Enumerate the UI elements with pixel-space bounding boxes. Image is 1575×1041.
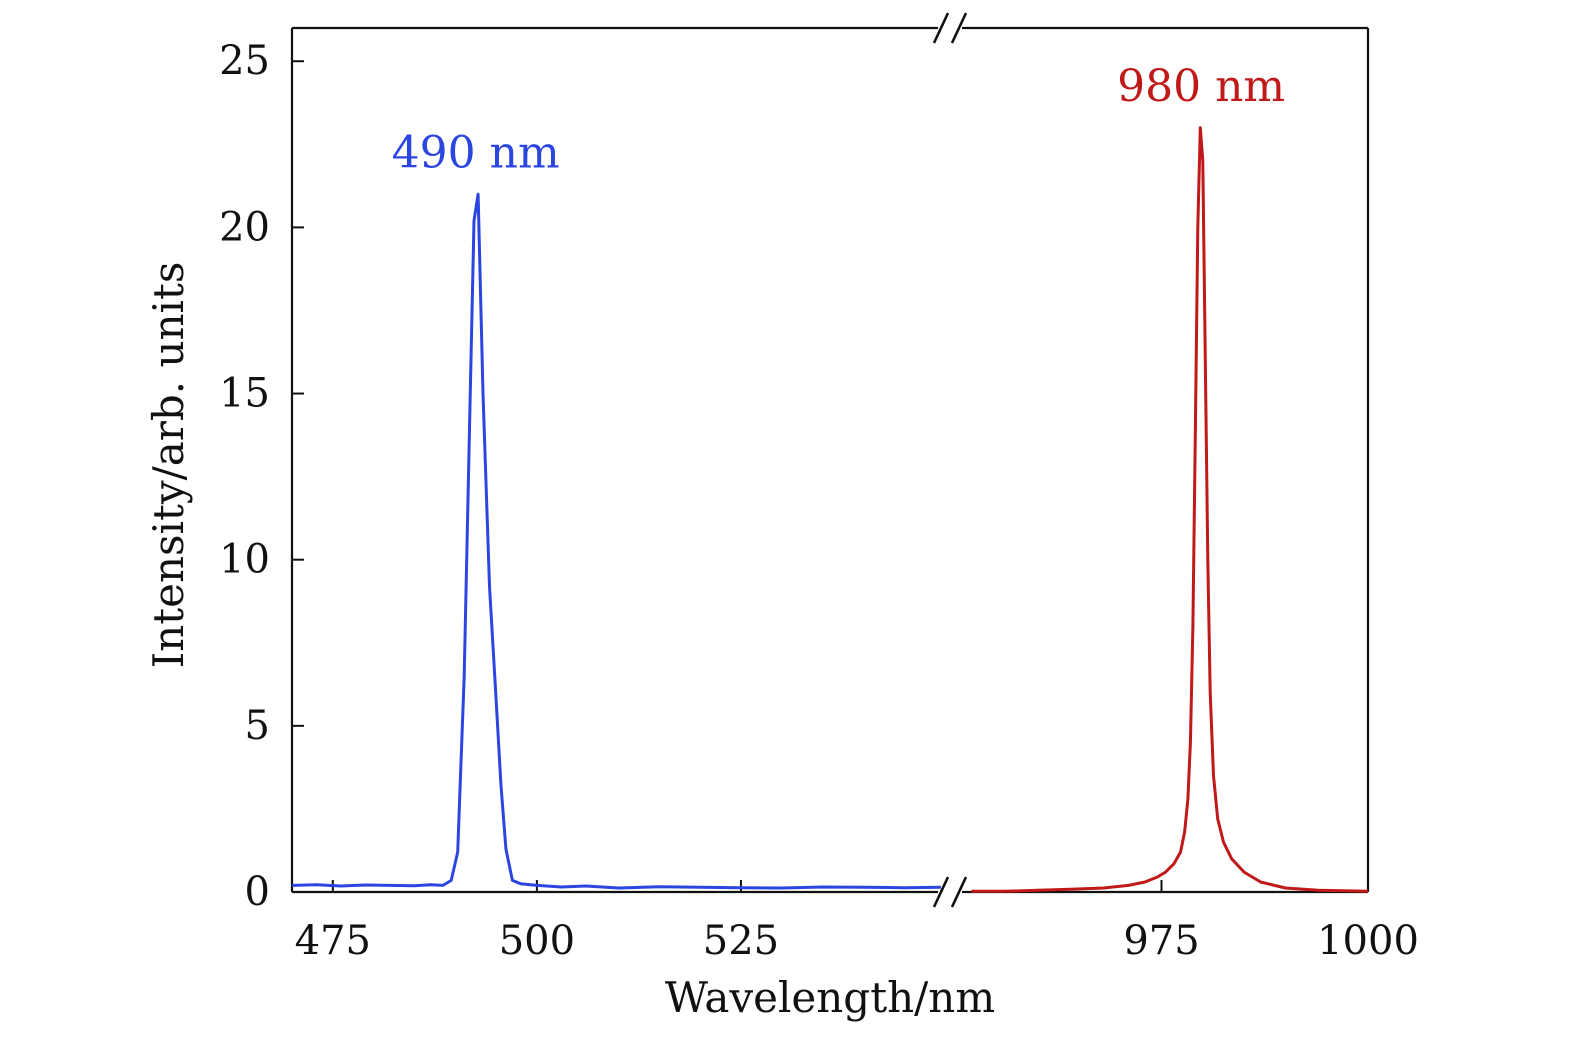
y-tick-label: 20 [219, 204, 270, 250]
axis-break-bottom-1 [932, 876, 950, 908]
y-tick-label: 10 [219, 537, 270, 583]
y-tick-label: 15 [219, 371, 270, 417]
y-axis-label: Intensity/arb. units [144, 262, 193, 669]
plot-area: 0 5 10 15 20 25 475 500 525 975 1000 490 nm 980 nm [219, 12, 1419, 964]
axis-break-top-1 [932, 12, 950, 44]
peak-label-2: 980 nm [1117, 61, 1285, 112]
x-tick-label: 525 [703, 918, 779, 964]
x-tick-label: 975 [1123, 918, 1199, 964]
x-tick-label: 1000 [1317, 918, 1419, 964]
series-line-1 [291, 192, 941, 890]
x-tick-label: 475 [295, 918, 371, 964]
y-tick-label: 25 [219, 38, 270, 84]
axis-break-top-2 [950, 12, 968, 44]
y-tick-label: 5 [245, 703, 270, 749]
series-line-2 [971, 126, 1369, 893]
x-tick-label: 500 [499, 918, 575, 964]
peak-label-1: 490 nm [392, 128, 560, 179]
x-axis-label: Wavelength/nm [665, 973, 995, 1022]
axis-break-bottom-2 [950, 876, 968, 908]
y-tick-label: 0 [245, 869, 270, 915]
